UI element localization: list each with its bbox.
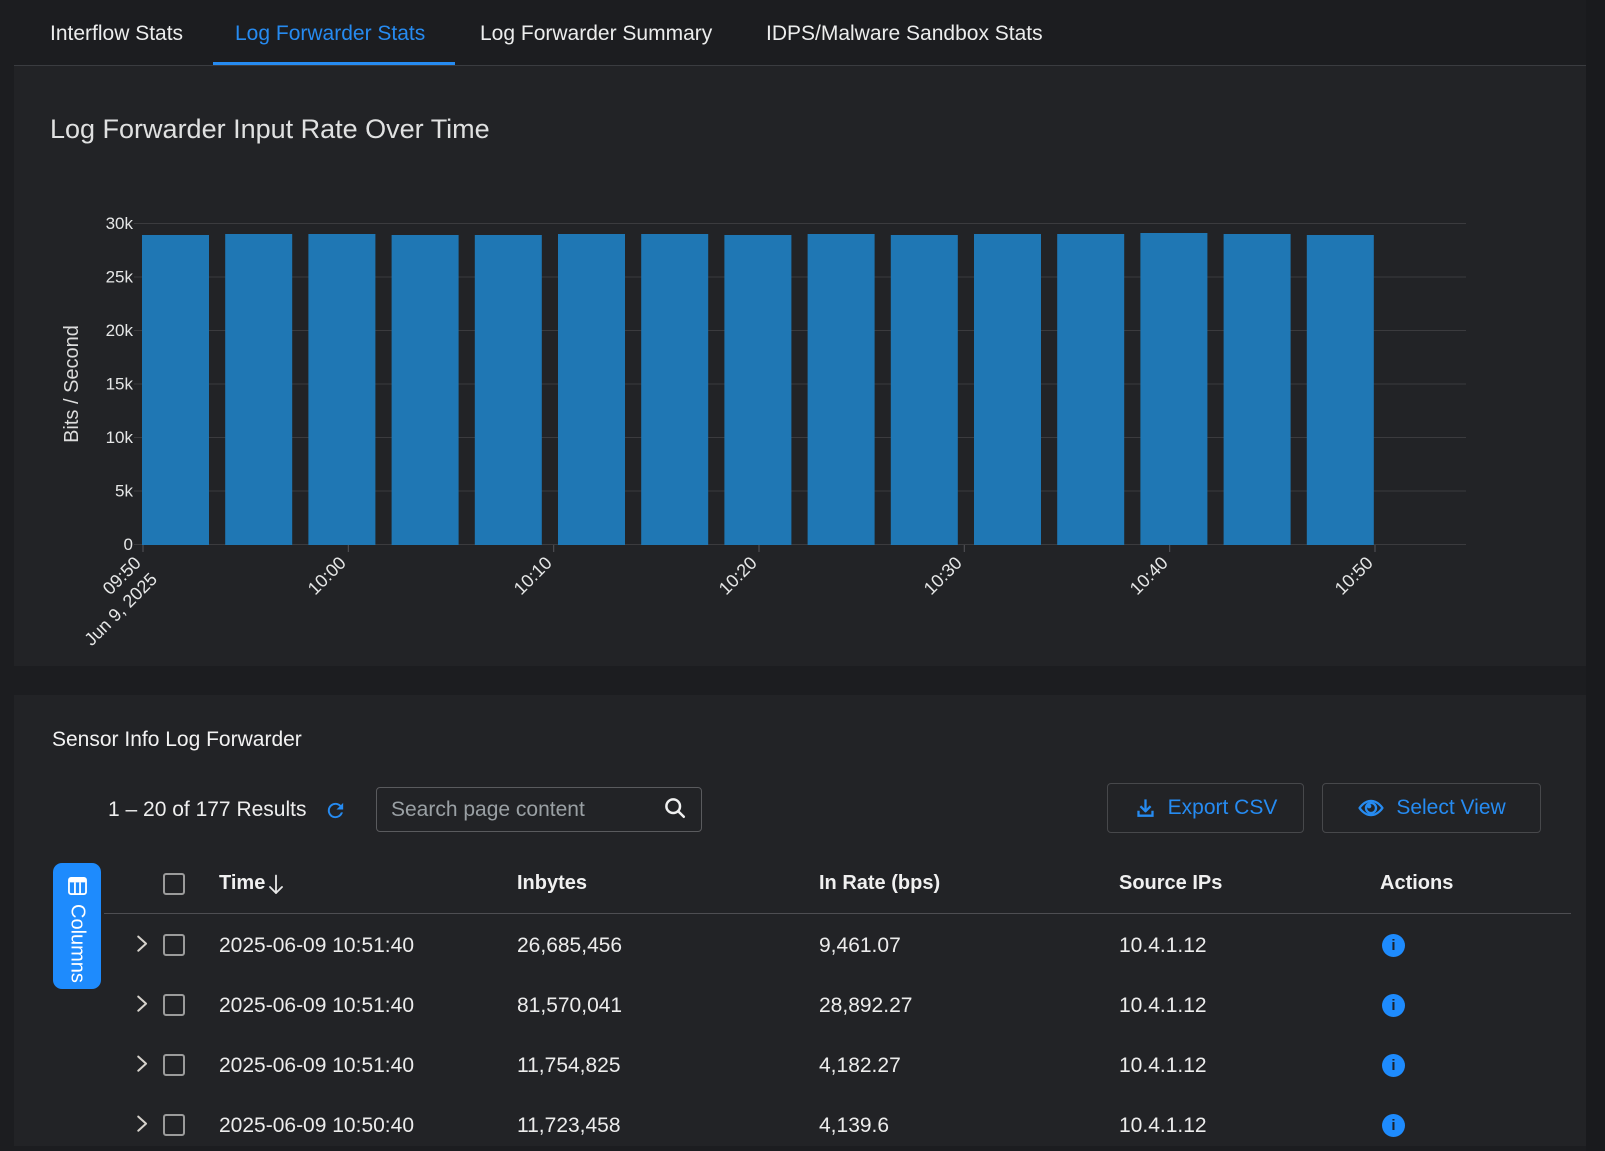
- svg-text:Bits / Second: Bits / Second: [61, 325, 83, 443]
- svg-text:5k: 5k: [115, 482, 133, 501]
- svg-text:20k: 20k: [106, 321, 134, 340]
- svg-text:10:10: 10:10: [510, 553, 556, 599]
- svg-text:30k: 30k: [106, 214, 134, 233]
- svg-text:10:20: 10:20: [715, 553, 761, 599]
- svg-text:25k: 25k: [106, 268, 134, 287]
- svg-text:09:50Jun 9, 2025: 09:50Jun 9, 2025: [64, 553, 161, 650]
- svg-text:10:40: 10:40: [1126, 553, 1172, 599]
- svg-text:10:30: 10:30: [920, 553, 966, 599]
- svg-text:10k: 10k: [106, 428, 134, 447]
- svg-text:10:00: 10:00: [304, 553, 350, 599]
- svg-text:15k: 15k: [106, 375, 134, 394]
- svg-text:0: 0: [124, 535, 133, 554]
- svg-text:10:50: 10:50: [1331, 553, 1377, 599]
